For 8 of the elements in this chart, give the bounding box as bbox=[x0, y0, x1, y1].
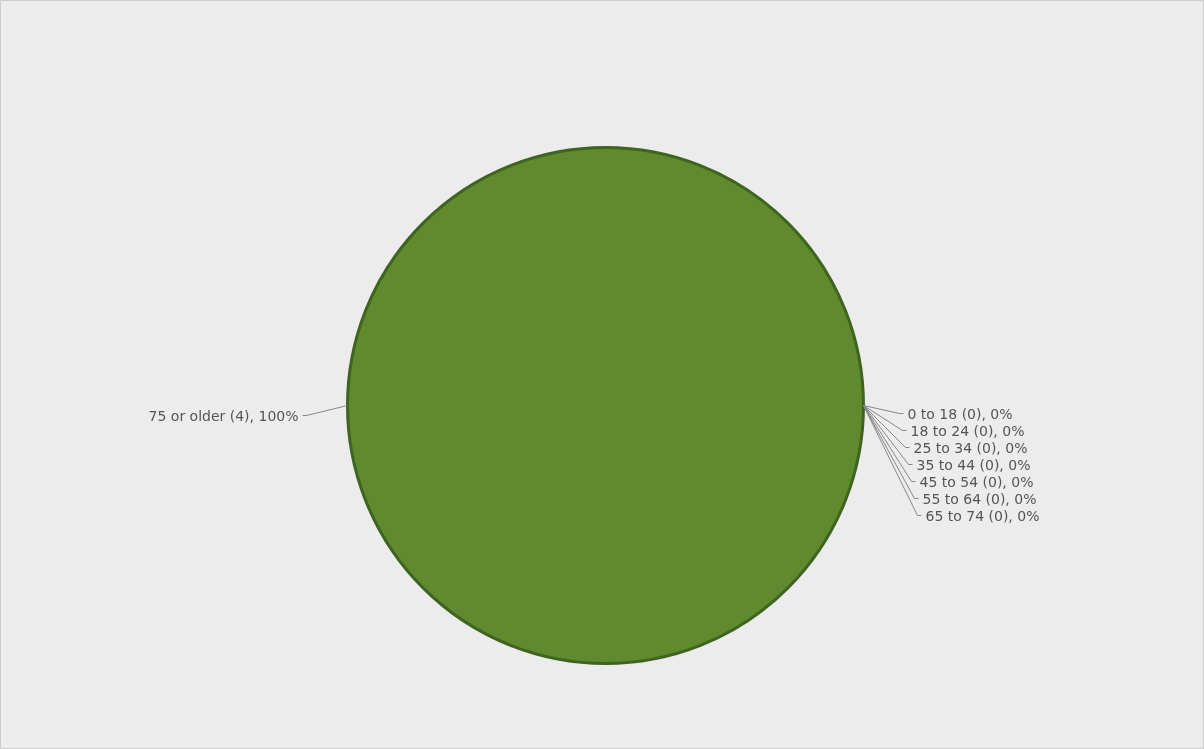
legend-label: 0 to 18 (0), 0% bbox=[907, 405, 1013, 422]
category-label: 55 to 64 (0), 0% bbox=[922, 490, 1037, 507]
category-label: 18 to 24 (0), 0% bbox=[910, 422, 1025, 439]
category-label: 35 to 44 (0), 0% bbox=[916, 456, 1031, 473]
category-label: 45 to 54 (0), 0% bbox=[919, 473, 1034, 490]
category-label: 25 to 34 (0), 0% bbox=[913, 439, 1028, 456]
slice-label: 75 or older (4), 100% bbox=[148, 407, 299, 424]
category-label: 65 to 74 (0), 0% bbox=[925, 507, 1040, 524]
